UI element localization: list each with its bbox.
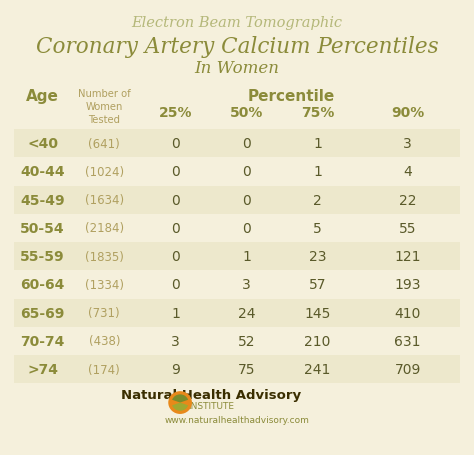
Text: 0: 0	[171, 250, 180, 263]
Text: In Women: In Women	[194, 60, 280, 77]
Text: 210: 210	[304, 334, 331, 348]
Text: (1334): (1334)	[85, 278, 124, 291]
Text: 55-59: 55-59	[20, 250, 65, 263]
Text: 1: 1	[313, 165, 322, 179]
Text: 3: 3	[242, 278, 251, 292]
Text: 25%: 25%	[159, 106, 192, 120]
Text: Age: Age	[26, 89, 59, 104]
Text: 70-74: 70-74	[20, 334, 65, 348]
Text: 709: 709	[394, 363, 421, 376]
Text: Electron Beam Tomographic: Electron Beam Tomographic	[131, 16, 343, 30]
Text: 4: 4	[403, 165, 412, 179]
Text: (2184): (2184)	[85, 222, 124, 235]
Text: 55: 55	[399, 222, 416, 235]
Text: (174): (174)	[89, 363, 120, 376]
Text: 50%: 50%	[230, 106, 263, 120]
Text: 241: 241	[304, 363, 331, 376]
Text: 23: 23	[309, 250, 326, 263]
Text: (1634): (1634)	[85, 194, 124, 207]
Text: 60-64: 60-64	[20, 278, 65, 292]
Text: Percentile: Percentile	[248, 89, 335, 104]
Text: 0: 0	[242, 165, 251, 179]
Text: 0: 0	[242, 137, 251, 151]
Text: 0: 0	[242, 222, 251, 235]
Text: Coronary Artery Calcium Percentiles: Coronary Artery Calcium Percentiles	[36, 36, 438, 58]
Text: Natural Health Advisory: Natural Health Advisory	[121, 388, 301, 401]
Text: 40-44: 40-44	[20, 165, 65, 179]
Text: 0: 0	[171, 278, 180, 292]
Text: 57: 57	[309, 278, 326, 292]
Text: 121: 121	[394, 250, 421, 263]
Text: 90%: 90%	[391, 106, 424, 120]
Text: (731): (731)	[89, 307, 120, 319]
Text: 1: 1	[242, 250, 251, 263]
Text: 145: 145	[304, 306, 331, 320]
Text: 3: 3	[403, 137, 412, 151]
Text: 631: 631	[394, 334, 421, 348]
Text: (641): (641)	[89, 137, 120, 150]
Text: >74: >74	[27, 363, 58, 376]
Text: 0: 0	[171, 137, 180, 151]
Text: 2: 2	[313, 193, 322, 207]
Text: 5: 5	[313, 222, 322, 235]
Text: 50-54: 50-54	[20, 222, 65, 235]
Text: INSTITUTE: INSTITUTE	[188, 401, 234, 410]
Text: 75%: 75%	[301, 106, 334, 120]
Text: 410: 410	[394, 306, 421, 320]
Text: 1: 1	[313, 137, 322, 151]
Text: 0: 0	[171, 165, 180, 179]
Text: (1835): (1835)	[85, 250, 124, 263]
Text: 1: 1	[171, 306, 180, 320]
Text: 22: 22	[399, 193, 416, 207]
Text: 3: 3	[171, 334, 180, 348]
Text: 45-49: 45-49	[20, 193, 65, 207]
Text: www.naturalhealthadvisory.com: www.naturalhealthadvisory.com	[164, 415, 310, 425]
Text: 193: 193	[394, 278, 421, 292]
Text: <40: <40	[27, 137, 58, 151]
Text: 9: 9	[171, 363, 180, 376]
Text: (1024): (1024)	[85, 166, 124, 178]
Text: 75: 75	[238, 363, 255, 376]
Text: 24: 24	[238, 306, 255, 320]
Text: 0: 0	[171, 222, 180, 235]
Text: Number of
Women
Tested: Number of Women Tested	[78, 89, 131, 125]
Text: 52: 52	[238, 334, 255, 348]
Text: 0: 0	[171, 193, 180, 207]
Text: (438): (438)	[89, 335, 120, 348]
Text: 65-69: 65-69	[20, 306, 65, 320]
Text: 0: 0	[242, 193, 251, 207]
